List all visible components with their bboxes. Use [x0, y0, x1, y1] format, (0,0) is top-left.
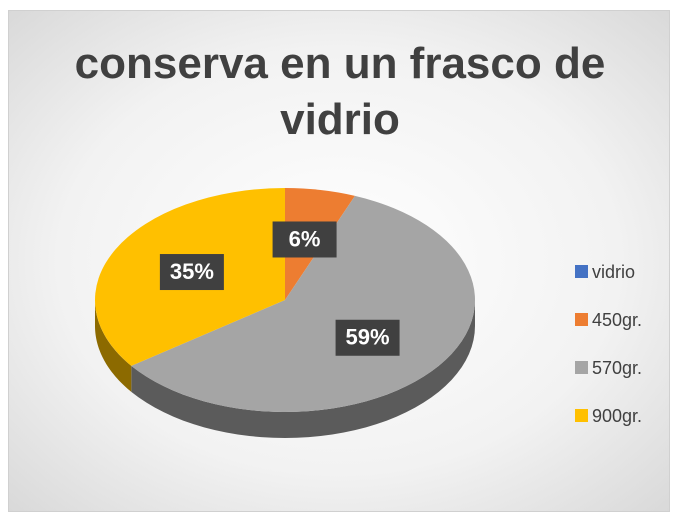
legend-label: 900gr. [592, 406, 642, 426]
pie-slice [131, 195, 475, 413]
legend-swatch [575, 409, 588, 422]
legend-swatch [575, 313, 588, 326]
legend-label: vidrio [592, 262, 635, 282]
legend-swatch [575, 265, 588, 278]
data-label: 35% [159, 254, 224, 291]
data-label-text: 35% [170, 259, 214, 284]
legend-label: 570gr. [592, 358, 642, 378]
data-label-box [335, 319, 400, 356]
data-label-text: 6% [289, 226, 321, 251]
data-label-text: 59% [346, 325, 390, 350]
data-label-box [159, 254, 224, 291]
data-label: 59% [335, 319, 400, 356]
data-label: 6% [272, 221, 337, 258]
legend-swatch [575, 361, 588, 374]
data-label-box [272, 221, 337, 258]
chart-title: conserva en un frasco de vidrio [74, 39, 606, 144]
pie-side [131, 300, 475, 438]
legend-label: 450gr. [592, 310, 642, 330]
pie-side [95, 300, 132, 392]
